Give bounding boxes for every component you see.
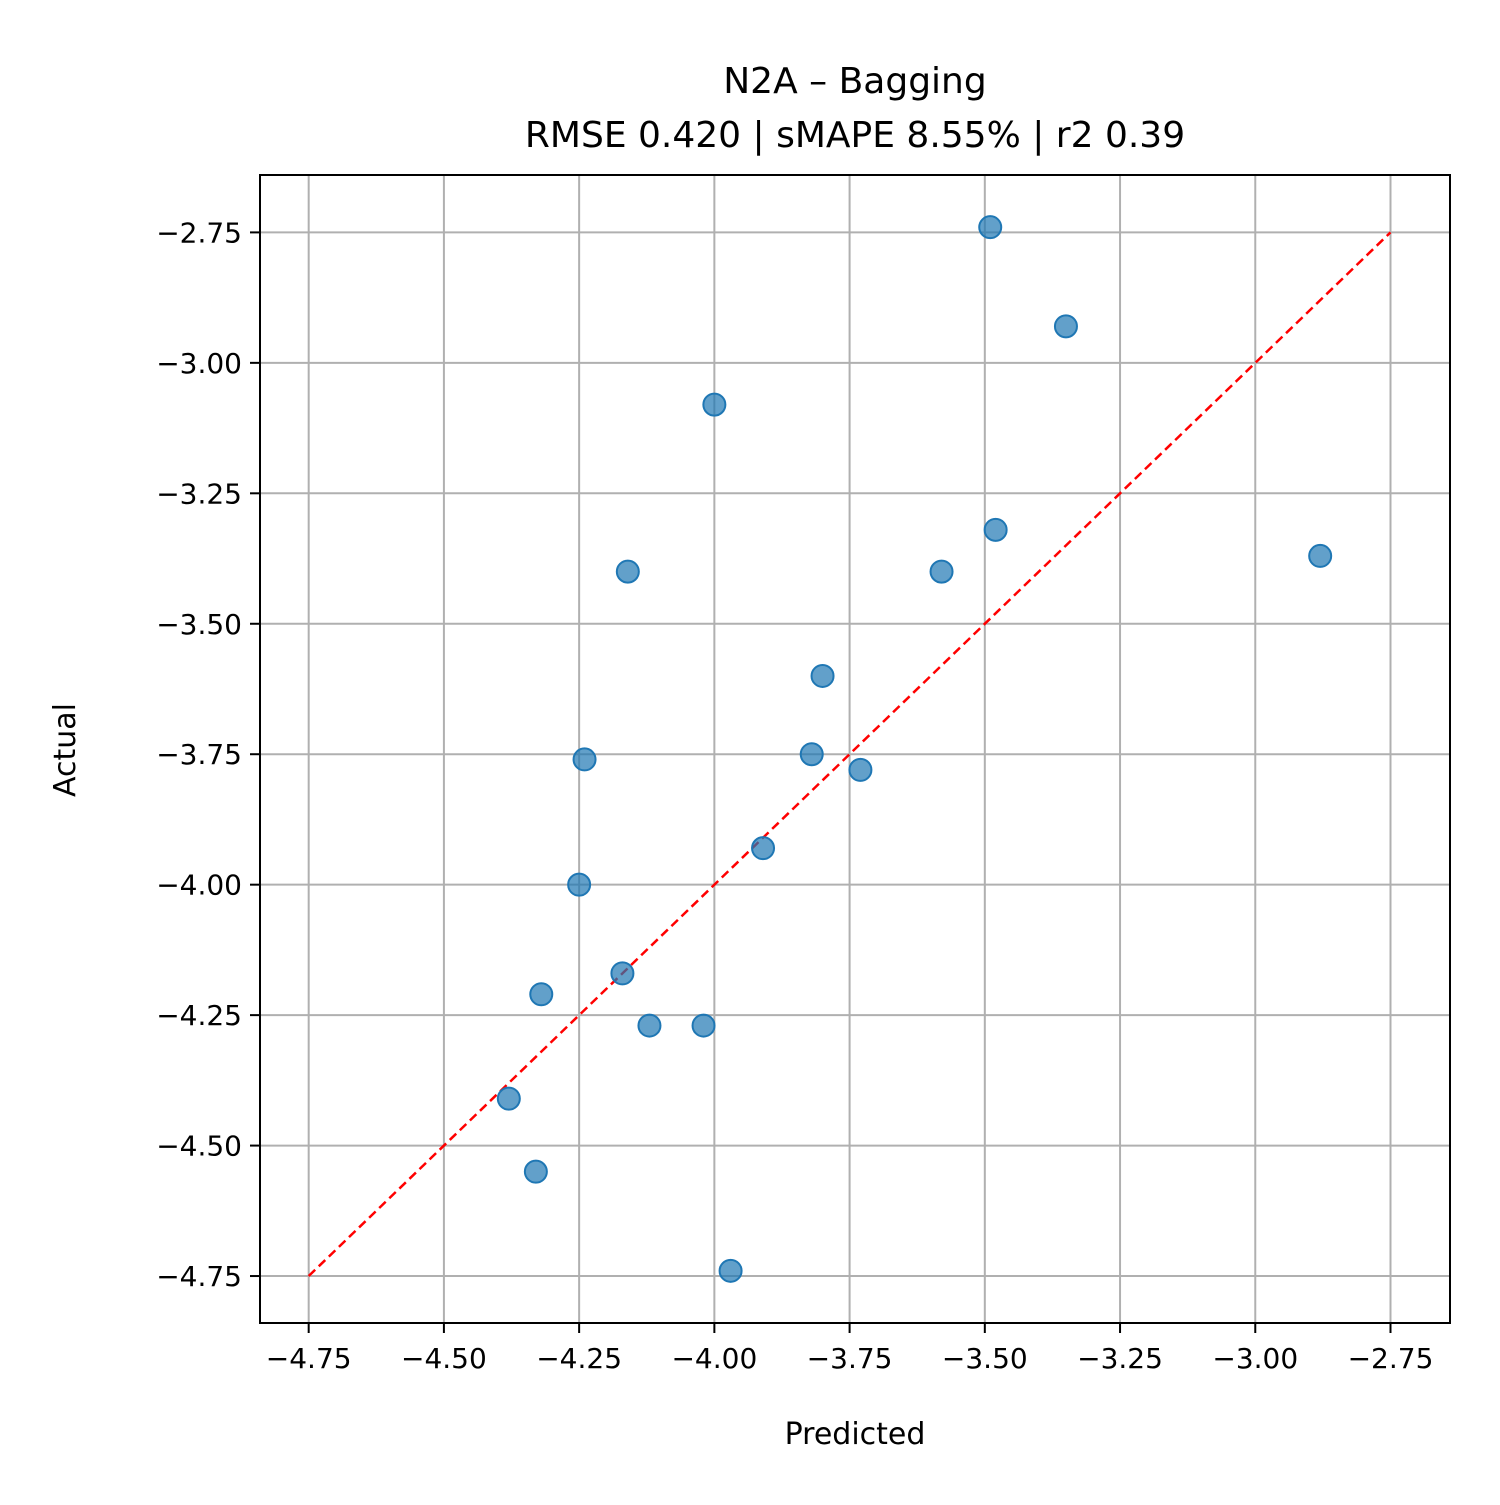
identity-line — [307, 231, 1392, 1277]
data-point — [978, 215, 1003, 240]
x-tick-label: −3.00 — [1212, 1342, 1298, 1375]
grid — [260, 175, 1450, 1323]
y-tick-label: −3.25 — [156, 477, 242, 510]
y-tick-label: −4.25 — [156, 999, 242, 1032]
y-tick-label: −4.00 — [156, 869, 242, 902]
data-point — [718, 1258, 743, 1283]
data-point — [615, 559, 640, 584]
y-tick-label: −4.50 — [156, 1130, 242, 1163]
x-axis-label: Predicted — [785, 1417, 926, 1452]
data-point — [610, 961, 635, 986]
y-tick-label: −3.50 — [156, 608, 242, 641]
reference-line-group — [307, 231, 1392, 1277]
y-axis-label: Actual — [48, 703, 83, 797]
axes — [259, 174, 1451, 1324]
data-point — [567, 872, 592, 897]
x-tick-label: −4.00 — [671, 1342, 757, 1375]
x-tick-label: −2.75 — [1348, 1342, 1434, 1375]
chart-subtitle: RMSE 0.420 | sMAPE 8.55% | r2 0.39 — [525, 115, 1185, 156]
x-tick-label: −4.25 — [536, 1342, 622, 1375]
y-tick-label: −4.75 — [156, 1260, 242, 1293]
data-point — [810, 663, 835, 688]
y-axis-ticks: −2.75 −3.00 −3.25 −3.50 −3.75 −4.00 −4.25 −4.50… — [156, 216, 260, 1293]
data-point — [691, 1013, 716, 1038]
data-point — [751, 836, 776, 861]
data-point — [799, 742, 824, 767]
data-point — [529, 982, 554, 1007]
y-tick-label: −2.75 — [156, 216, 242, 249]
data-point — [572, 747, 597, 772]
data-point — [1053, 314, 1078, 339]
x-tick-label: −4.50 — [401, 1342, 487, 1375]
plot-frame — [259, 174, 1451, 1324]
data-point — [523, 1159, 548, 1184]
y-tick-label: −3.75 — [156, 738, 242, 771]
data-point — [983, 517, 1008, 542]
data-point — [702, 392, 727, 417]
x-tick-label: −4.75 — [266, 1342, 352, 1375]
data-point — [637, 1013, 662, 1038]
x-tick-label: −3.75 — [807, 1342, 893, 1375]
data-point — [848, 757, 873, 782]
x-axis-ticks: −4.75 −4.50 −4.25 −4.00 −3.75 −3.50 −3.25 −3.00… — [266, 1323, 1434, 1375]
data-points — [496, 215, 1333, 1283]
data-point — [929, 559, 954, 584]
x-tick-label: −3.25 — [1077, 1342, 1163, 1375]
data-point — [496, 1086, 521, 1111]
y-tick-label: −3.00 — [156, 347, 242, 380]
chart-title: N2A – Bagging — [723, 61, 986, 102]
x-tick-label: −3.50 — [942, 1342, 1028, 1375]
data-point — [1308, 543, 1333, 568]
